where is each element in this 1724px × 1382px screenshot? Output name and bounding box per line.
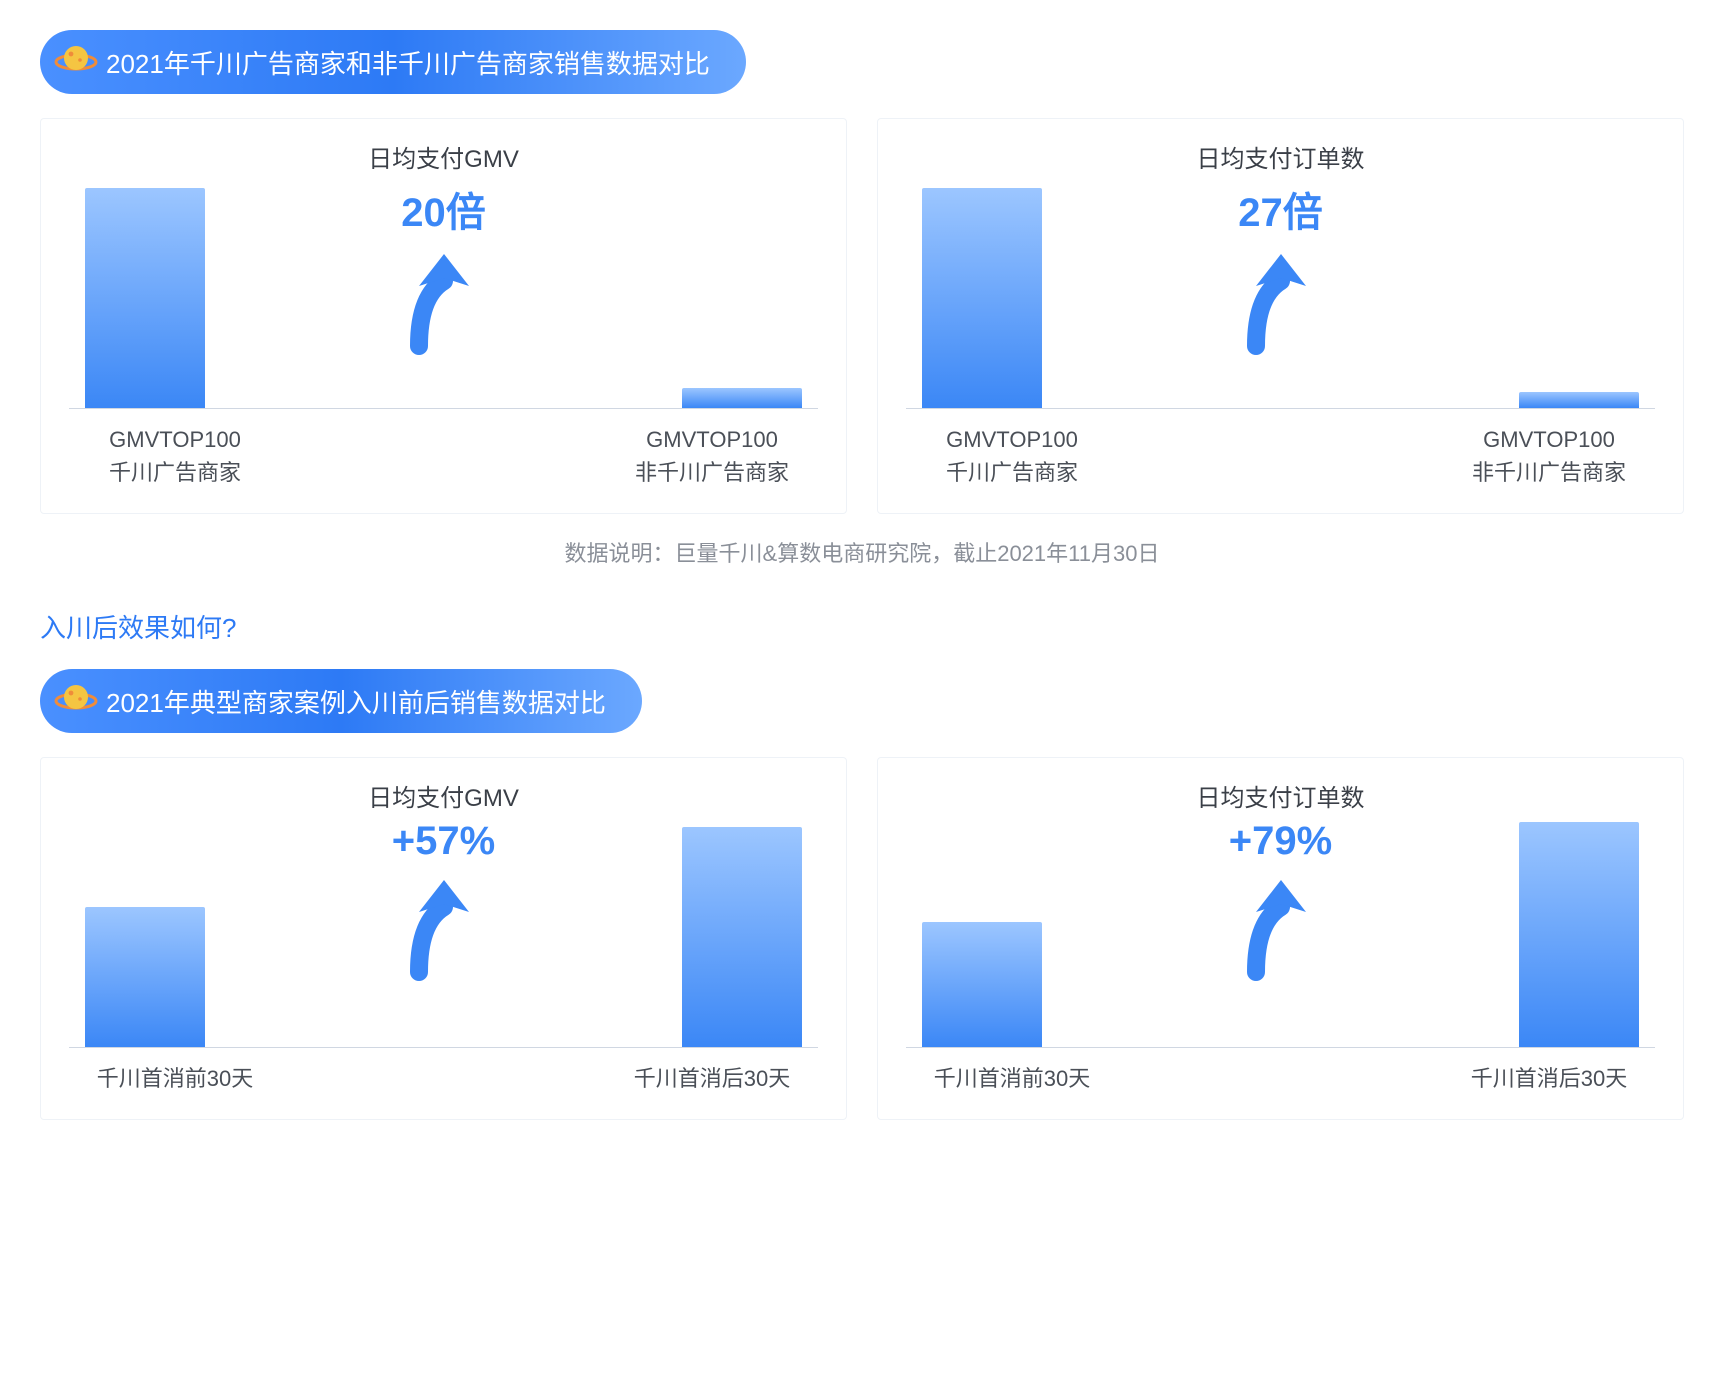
indicator-title: 日均支付订单数 xyxy=(1171,778,1391,813)
bar-label-right: 千川首消后30天 xyxy=(622,1062,802,1095)
indicator-gmv-delta: 日均支付GMV +57% xyxy=(334,778,554,987)
arrow-up-icon xyxy=(1236,872,1326,982)
bar-label-left: 千川首消前30天 xyxy=(85,1062,265,1095)
bar-orders-nonqc xyxy=(1519,392,1639,408)
indicator-title: 日均支付GMV xyxy=(334,139,554,174)
indicator-title: 日均支付GMV xyxy=(334,778,554,813)
question-heading: 入川后效果如何? xyxy=(40,608,1684,645)
arrow-up-icon xyxy=(399,246,489,356)
chart-orders-compare: 日均支付订单数 27倍 GMVTOP100 千川广告商家 GMVTOP100 非… xyxy=(877,118,1684,514)
bar-label-left: GMVTOP100 千川广告商家 xyxy=(85,423,265,489)
indicator-orders: 日均支付订单数 27倍 xyxy=(1171,139,1391,361)
arrow-up-icon xyxy=(399,872,489,982)
section-title-2: 2021年典型商家案例入川前后销售数据对比 xyxy=(40,669,642,733)
planet-icon xyxy=(54,38,98,82)
arrow-up-icon xyxy=(1236,246,1326,356)
bar-label-left: GMVTOP100 千川广告商家 xyxy=(922,423,1102,489)
bar-label-left: 千川首消前30天 xyxy=(922,1062,1102,1095)
indicator-value: 20倍 xyxy=(334,180,554,238)
bar-label-right: GMVTOP100 非千川广告商家 xyxy=(622,423,802,489)
bar-label-right: 千川首消后30天 xyxy=(1459,1062,1639,1095)
indicator-value: +79% xyxy=(1171,819,1391,864)
indicator-value: +57% xyxy=(334,819,554,864)
section-title-1: 2021年千川广告商家和非千川广告商家销售数据对比 xyxy=(40,30,746,94)
bar-label-right: GMVTOP100 非千川广告商家 xyxy=(1459,423,1639,489)
bar-orders-qc xyxy=(922,188,1042,408)
chart-row-2: 日均支付GMV +57% 千川首消前30天 千川首消后30天 日均支付订单数 xyxy=(40,757,1684,1120)
indicator-gmv: 日均支付GMV 20倍 xyxy=(334,139,554,361)
indicator-title: 日均支付订单数 xyxy=(1171,139,1391,174)
bar-gmv-before xyxy=(85,907,205,1047)
bar-gmv-after xyxy=(682,827,802,1047)
bar-gmv-qc xyxy=(85,188,205,408)
chart-gmv-compare: 日均支付GMV 20倍 GMVTOP100 千川广告商家 GMVTOP100 非… xyxy=(40,118,847,514)
indicator-value: 27倍 xyxy=(1171,180,1391,238)
chart-orders-beforeafter: 日均支付订单数 +79% 千川首消前30天 千川首消后30天 xyxy=(877,757,1684,1120)
chart-row-1: 日均支付GMV 20倍 GMVTOP100 千川广告商家 GMVTOP100 非… xyxy=(40,118,1684,514)
chart-gmv-beforeafter: 日均支付GMV +57% 千川首消前30天 千川首消后30天 xyxy=(40,757,847,1120)
section-title-1-text: 2021年千川广告商家和非千川广告商家销售数据对比 xyxy=(106,44,710,81)
bar-orders-before xyxy=(922,922,1042,1047)
section-title-2-text: 2021年典型商家案例入川前后销售数据对比 xyxy=(106,683,606,720)
data-source-note: 数据说明：巨量千川&算数电商研究院，截止2021年11月30日 xyxy=(40,536,1684,568)
indicator-orders-delta: 日均支付订单数 +79% xyxy=(1171,778,1391,987)
bar-orders-after xyxy=(1519,822,1639,1047)
bar-gmv-nonqc xyxy=(682,388,802,408)
planet-icon xyxy=(54,677,98,721)
